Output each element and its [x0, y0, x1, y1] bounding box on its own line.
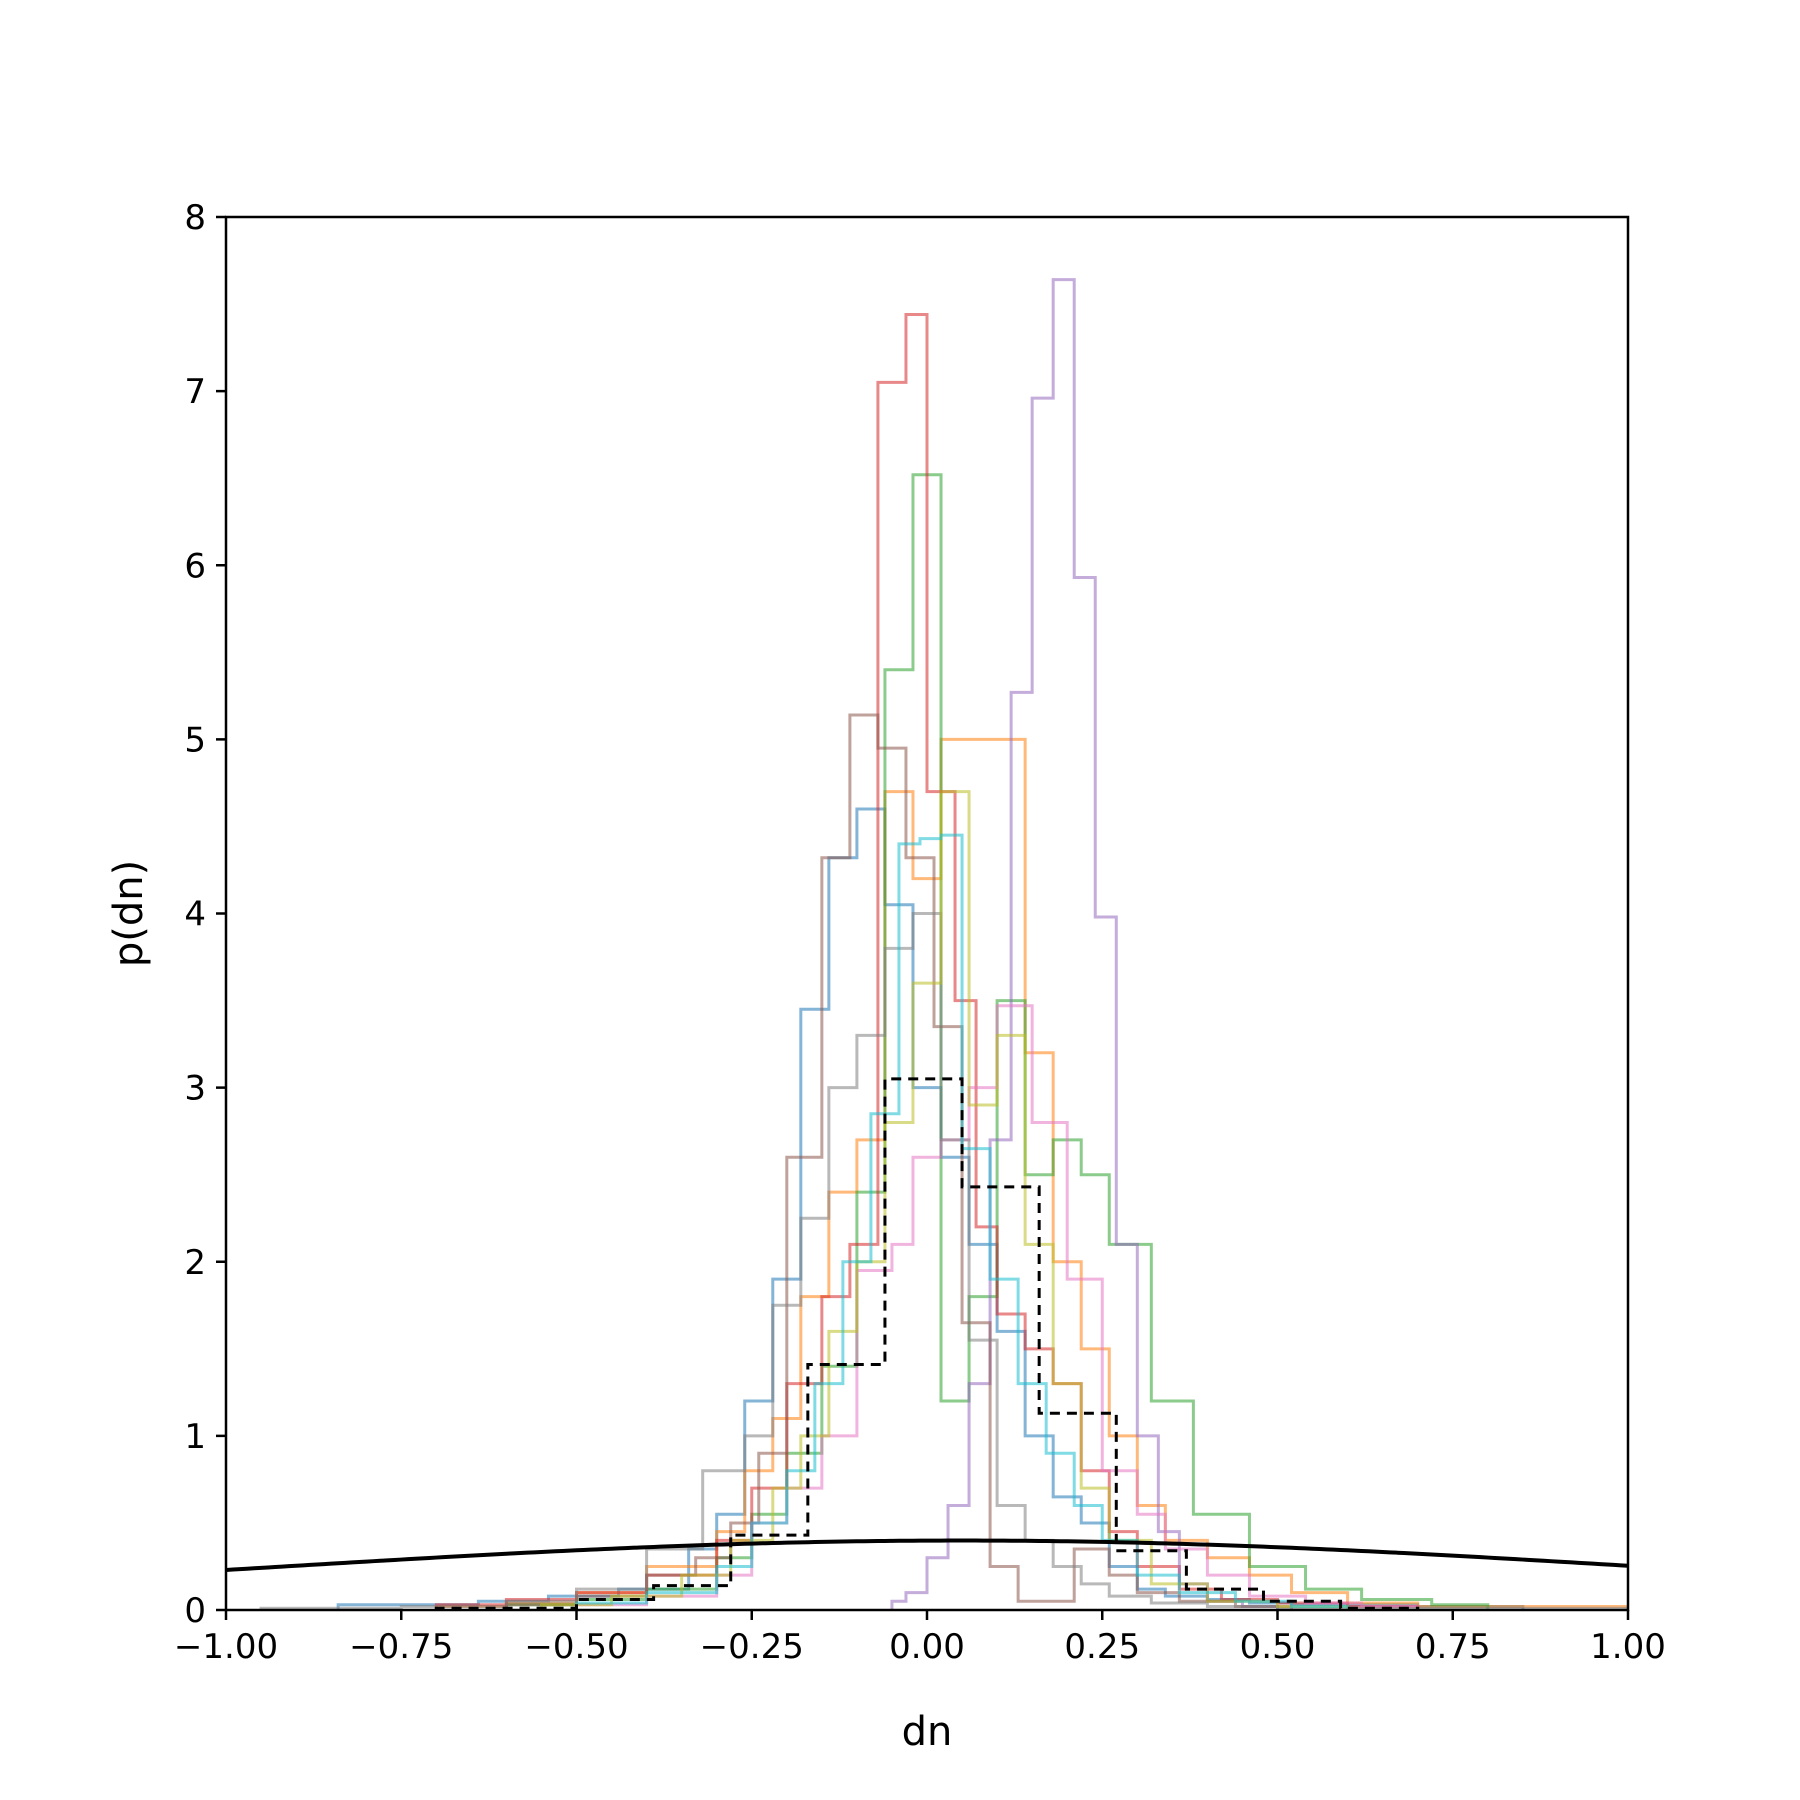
- y-tick-label: 1: [184, 1417, 206, 1457]
- reference-curve: [226, 1538, 1628, 1572]
- histogram-series-10: [575, 833, 1350, 1610]
- histogram-series-4: [434, 313, 1420, 1610]
- x-axis: −1.00 −0.75 −0.50 −0.25 0.00 0.25 0.50 0.75 1.00: [174, 1610, 1666, 1667]
- x-tick-label: −0.75: [349, 1627, 453, 1667]
- histogram-series-3: [504, 473, 1490, 1610]
- mean-histogram-series: [434, 1077, 1420, 1610]
- histogram-series-5: [890, 278, 1279, 1610]
- y-tick-label: 2: [184, 1243, 206, 1283]
- x-tick-label: 0.75: [1415, 1627, 1491, 1667]
- x-tick-label: −1.00: [174, 1627, 278, 1667]
- x-tick-label: 0.25: [1064, 1627, 1140, 1667]
- x-tick-label: 0.00: [889, 1627, 965, 1667]
- x-axis-label: dn: [902, 1709, 953, 1755]
- histogram-series-8: [259, 912, 1628, 1610]
- y-tick-label: 0: [184, 1591, 206, 1631]
- x-tick-label: −0.25: [700, 1627, 804, 1667]
- y-tick-label: 4: [184, 895, 206, 935]
- y-axis: 0 1 2 3 4 5 6 7 8: [184, 198, 226, 1631]
- histogram-series-9: [539, 790, 1350, 1610]
- y-tick-label: 6: [184, 546, 206, 586]
- x-tick-label: −0.50: [524, 1627, 628, 1667]
- y-tick-label: 5: [184, 720, 206, 760]
- y-axis-label: p(dn): [106, 860, 152, 967]
- y-tick-label: 7: [184, 372, 206, 412]
- series-layer: [226, 278, 1628, 1610]
- x-tick-label: 0.50: [1240, 1627, 1316, 1667]
- y-tick-label: 3: [184, 1069, 206, 1109]
- x-tick-label: 1.00: [1590, 1627, 1666, 1667]
- histogram-series-1: [336, 807, 1525, 1610]
- y-tick-label: 8: [184, 198, 206, 238]
